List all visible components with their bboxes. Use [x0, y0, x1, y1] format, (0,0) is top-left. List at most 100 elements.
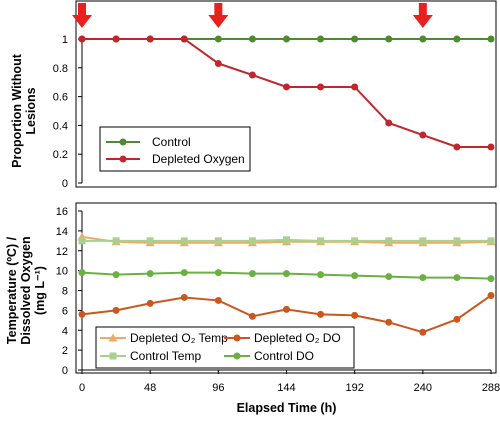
- data-point: [180, 269, 188, 277]
- y-tick-label: 0.2: [53, 149, 68, 161]
- y-tick-label: 0.4: [53, 120, 68, 132]
- y-tick-label: 16: [56, 206, 68, 218]
- y-axis-title-line: Lesions: [24, 87, 38, 134]
- data-point: [317, 237, 325, 245]
- arrow-marker: [208, 3, 229, 28]
- legend-entry-label: Control Temp: [130, 349, 201, 363]
- data-point: [180, 35, 188, 43]
- data-point: [385, 119, 393, 127]
- data-point: [248, 312, 256, 320]
- data-point: [487, 275, 495, 283]
- y-tick-label: 8: [62, 286, 68, 298]
- data-point: [351, 272, 359, 280]
- x-tick-label: 240: [414, 382, 432, 394]
- data-point: [419, 328, 427, 336]
- data-point: [248, 237, 256, 245]
- y-tick-label: 14: [56, 226, 68, 238]
- legend-entry-label: Depleted O₂ Temp: [130, 331, 228, 345]
- data-point: [453, 35, 461, 43]
- series-control-temp: [78, 236, 495, 245]
- legend: Depleted O₂ Temp Depleted O₂ DO Control Te…: [95, 326, 355, 369]
- legend-swatch-marker: [233, 334, 241, 342]
- data-point: [317, 35, 325, 43]
- y-tick-label: 2: [62, 345, 68, 357]
- data-point: [78, 269, 86, 277]
- data-point: [453, 315, 461, 323]
- data-point: [317, 310, 325, 318]
- data-point: [419, 237, 427, 245]
- plot-frame: [75, 0, 497, 188]
- data-point: [487, 35, 495, 43]
- legend: Control Depleted Oxygen: [99, 126, 251, 172]
- x-tick-label: 192: [345, 382, 363, 394]
- y-tick-label: 1: [62, 34, 68, 46]
- data-point: [214, 269, 222, 277]
- data-point: [419, 35, 427, 43]
- data-point: [419, 131, 427, 139]
- data-point: [283, 83, 290, 91]
- y-axis-title-line: Proportion Without: [10, 53, 24, 168]
- data-point: [248, 71, 256, 79]
- x-tick-label: 288: [482, 382, 500, 394]
- legend-swatch-marker: [119, 138, 127, 146]
- data-point: [453, 143, 461, 151]
- data-point: [419, 274, 427, 282]
- data-point: [78, 310, 86, 318]
- data-point: [214, 296, 222, 304]
- data-point: [78, 35, 86, 43]
- data-point: [385, 318, 393, 326]
- data-point: [351, 237, 359, 245]
- data-point: [283, 236, 290, 244]
- y-axis-title-line: Temperature (ºC) /: [5, 236, 19, 344]
- data-point: [487, 237, 495, 245]
- legend-box: [99, 126, 251, 172]
- series-depleted-o-do: [78, 291, 495, 336]
- legend-entry-label: Control DO: [254, 349, 314, 363]
- x-tick-label: 144: [277, 382, 295, 394]
- x-tick-label: 0: [79, 382, 85, 394]
- legend-entry-label: Depleted O₂ DO: [254, 331, 341, 345]
- y-tick-label: 10: [56, 266, 68, 278]
- data-point: [487, 143, 495, 151]
- data-point: [146, 299, 154, 307]
- lesion-proportion-panel: 0 0.2 0.4 0.6 0.8 1 Proportion Without Lesions C…: [10, 0, 497, 190]
- data-point: [78, 237, 86, 245]
- data-point: [214, 237, 222, 245]
- data-point: [453, 237, 461, 245]
- data-point: [112, 237, 120, 245]
- data-point: [351, 311, 359, 319]
- data-point: [385, 35, 393, 43]
- y-tick-label: 0: [62, 178, 68, 190]
- data-point: [283, 305, 290, 313]
- data-point: [112, 35, 120, 43]
- data-point: [453, 274, 461, 282]
- legend-swatch-marker: [233, 352, 241, 360]
- y-tick-label: 4: [62, 325, 68, 337]
- y-axis-title-line: (mg L⁻¹): [33, 266, 47, 315]
- x-tick-label: 96: [212, 382, 224, 394]
- y-tick-label: 12: [56, 246, 68, 258]
- data-point: [351, 83, 359, 91]
- data-point: [248, 35, 256, 43]
- data-point: [146, 237, 154, 245]
- data-point: [317, 83, 325, 91]
- legend-box: [95, 326, 355, 369]
- data-point: [146, 270, 154, 278]
- y-axis-title-line: Dissolved Oxygen: [19, 236, 33, 344]
- series-depleted-oxygen: [78, 35, 495, 151]
- y-tick-label: 0: [62, 365, 68, 377]
- data-point: [214, 35, 222, 43]
- arrow-marker: [72, 3, 92, 28]
- data-point: [112, 271, 120, 279]
- data-point: [146, 35, 154, 43]
- data-point: [248, 270, 256, 278]
- temperature-oxygen-panel: 0 2 4 6 8 10 12 14 16 0 48 96 144 192 240 288 Temperatur…: [5, 202, 500, 415]
- data-point: [385, 237, 393, 245]
- series-control-do: [78, 269, 495, 283]
- legend-entry-label: Control: [152, 135, 191, 149]
- data-point: [214, 59, 222, 67]
- y-tick-label: 0.6: [53, 92, 68, 104]
- legend-swatch-marker: [119, 155, 127, 163]
- data-point: [385, 273, 393, 281]
